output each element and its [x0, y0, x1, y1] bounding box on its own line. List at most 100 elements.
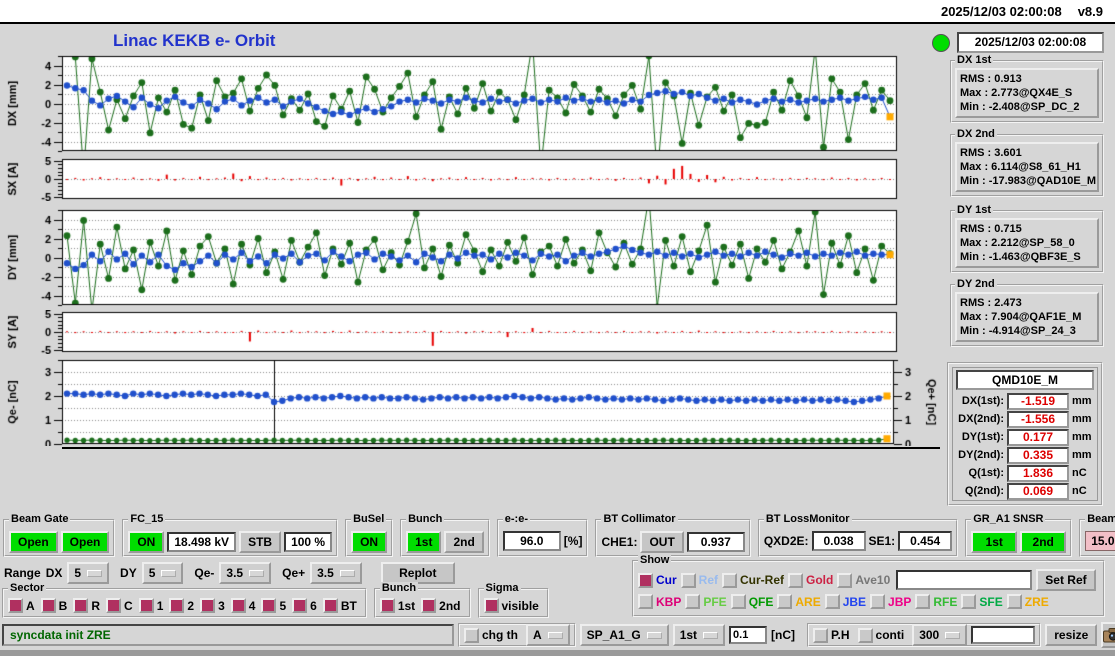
- checkbox-icon[interactable]: [8, 598, 23, 613]
- checkbox-icon[interactable]: [169, 598, 185, 613]
- checkbox-icon[interactable]: [106, 598, 122, 613]
- threshold-input[interactable]: [729, 626, 768, 644]
- ph-checkbox-item[interactable]: P.H: [813, 627, 850, 643]
- sector-checkbox-item[interactable]: B: [40, 598, 68, 613]
- window-bottom-edge: [0, 650, 1115, 656]
- range-qe-plus-dropdown[interactable]: 3.5: [310, 562, 362, 584]
- checkbox-icon[interactable]: [813, 627, 829, 643]
- sigma-checkbox-item[interactable]: visible: [483, 598, 539, 613]
- bunch-checkbox-item[interactable]: 1st: [379, 598, 415, 613]
- show-route-checkbox-item[interactable]: PFE: [685, 594, 727, 609]
- show-checkbox-item[interactable]: Cur-Ref: [722, 572, 784, 588]
- checkbox-icon[interactable]: [857, 627, 873, 643]
- busel-on-button[interactable]: ON: [351, 531, 388, 553]
- checkbox-icon[interactable]: [421, 598, 437, 613]
- beam-gate-open-2-button[interactable]: Open: [60, 531, 110, 553]
- ref-name-input[interactable]: [896, 570, 1033, 590]
- show-checkbox-item[interactable]: Gold: [788, 572, 833, 588]
- show-checkbox-item[interactable]: Ref: [680, 572, 718, 588]
- ee-ratio-unit: [%]: [563, 534, 583, 548]
- gra1-2nd-button[interactable]: 2nd: [1020, 531, 1067, 553]
- checkbox-icon[interactable]: [824, 594, 840, 609]
- bunch-dropdown[interactable]: 1st: [672, 624, 726, 646]
- checkbox-icon[interactable]: [261, 598, 277, 613]
- checkbox-label: B: [58, 598, 68, 613]
- checkbox-icon[interactable]: [915, 594, 931, 609]
- resize-button[interactable]: resize: [1045, 624, 1098, 646]
- sector-checkbox-item[interactable]: BT: [322, 598, 357, 613]
- sector-checkbox-item[interactable]: 6: [292, 598, 317, 613]
- replot-button[interactable]: Replot: [380, 562, 455, 584]
- sector-checkbox-item[interactable]: R: [73, 598, 100, 613]
- range-qe-minus-label: Qe-: [194, 566, 215, 580]
- range-dy-dropdown[interactable]: 5: [141, 562, 184, 584]
- checkbox-icon[interactable]: [961, 594, 977, 609]
- checkbox-icon[interactable]: [464, 627, 479, 643]
- camera-snapshot-button[interactable]: [1101, 622, 1115, 648]
- checkbox-icon[interactable]: [322, 598, 338, 613]
- device-dropdown[interactable]: SP_A1_G: [579, 624, 669, 646]
- beam-gate-open-1-button[interactable]: Open: [9, 531, 58, 553]
- bunch-1st-button[interactable]: 1st: [406, 531, 442, 553]
- show-route-checkbox-item[interactable]: JBE: [824, 594, 867, 609]
- aux-input[interactable]: [971, 626, 1036, 644]
- checkbox-icon[interactable]: [73, 598, 89, 613]
- fc15-group: FC_15 ON 18.498 kV STB 100 %: [122, 513, 339, 557]
- points-dropdown[interactable]: 300: [912, 624, 968, 646]
- checkbox-icon[interactable]: [638, 572, 653, 588]
- checkbox-icon[interactable]: [483, 598, 499, 613]
- bunch-checkbox-item[interactable]: 2nd: [421, 598, 461, 613]
- stat-rms: RMS : 2.473: [960, 297, 1022, 309]
- checkbox-icon[interactable]: [777, 594, 793, 609]
- checkbox-icon[interactable]: [1006, 594, 1022, 609]
- conti-checkbox-item[interactable]: conti: [857, 627, 904, 643]
- checkbox-icon[interactable]: [138, 598, 154, 613]
- sector-a-dropdown[interactable]: A: [526, 624, 570, 646]
- checkbox-icon[interactable]: [788, 572, 804, 588]
- fc15-on-button[interactable]: ON: [128, 531, 165, 553]
- show-route-checkbox-item[interactable]: JBP: [870, 594, 911, 609]
- checkbox-icon[interactable]: [722, 572, 738, 588]
- range-qe-minus-dropdown[interactable]: 3.5: [219, 562, 272, 584]
- che1-out-button[interactable]: OUT: [640, 531, 684, 553]
- fc15-stb-button[interactable]: STB: [239, 531, 282, 553]
- qmd-label: DX(2nd):: [958, 413, 1004, 425]
- checkbox-icon[interactable]: [292, 598, 308, 613]
- checkbox-icon[interactable]: [40, 598, 56, 613]
- sector-checkbox-item[interactable]: 3: [200, 598, 225, 613]
- checkbox-icon[interactable]: [730, 594, 746, 609]
- show-route-checkbox-item[interactable]: KBP: [638, 594, 681, 609]
- show-route-checkbox-item[interactable]: ZRE: [1006, 594, 1049, 609]
- checkbox-label: JBE: [842, 594, 867, 609]
- sector-checkbox-item[interactable]: 5: [261, 598, 286, 613]
- checkbox-icon[interactable]: [680, 572, 696, 588]
- checkbox-label: R: [91, 598, 101, 613]
- checkbox-icon[interactable]: [638, 594, 653, 609]
- qmd-unit: nC: [1072, 467, 1087, 479]
- checkbox-icon[interactable]: [379, 598, 395, 613]
- group-title: GR_A1 SNSR: [971, 513, 1046, 525]
- show-route-checkbox-item[interactable]: QFE: [730, 594, 773, 609]
- bunch-2nd-button[interactable]: 2nd: [444, 531, 484, 553]
- checkbox-icon[interactable]: [685, 594, 701, 609]
- show-route-checkbox-item[interactable]: RFE: [915, 594, 957, 609]
- sector-checkbox-item[interactable]: C: [106, 598, 133, 613]
- checkbox-icon[interactable]: [870, 594, 886, 609]
- gra1-1st-button[interactable]: 1st: [971, 531, 1018, 553]
- set-ref-button[interactable]: Set Ref: [1036, 569, 1096, 591]
- checkbox-icon[interactable]: [200, 598, 216, 613]
- sector-checkbox-item[interactable]: 1: [138, 598, 163, 613]
- range-qe-plus-label: Qe+: [282, 566, 306, 580]
- show-checkbox-item[interactable]: Cur: [638, 572, 677, 588]
- range-dx-dropdown[interactable]: 5: [67, 562, 110, 584]
- checkbox-icon[interactable]: [837, 572, 853, 588]
- sector-checkbox-item[interactable]: A: [8, 598, 35, 613]
- sector-checkbox-item[interactable]: 2: [169, 598, 194, 613]
- chg-th-checkbox-item[interactable]: chg th: [464, 627, 518, 643]
- sector-checkbox-item[interactable]: 4: [230, 598, 255, 613]
- show-route-checkbox-item[interactable]: ARE: [777, 594, 821, 609]
- bt-collimator-group: BT Collimator CHE1: OUT 0.937: [595, 513, 751, 557]
- show-route-checkbox-item[interactable]: SFE: [961, 594, 1003, 609]
- checkbox-icon[interactable]: [230, 598, 246, 613]
- show-checkbox-item[interactable]: Ave10: [837, 572, 890, 588]
